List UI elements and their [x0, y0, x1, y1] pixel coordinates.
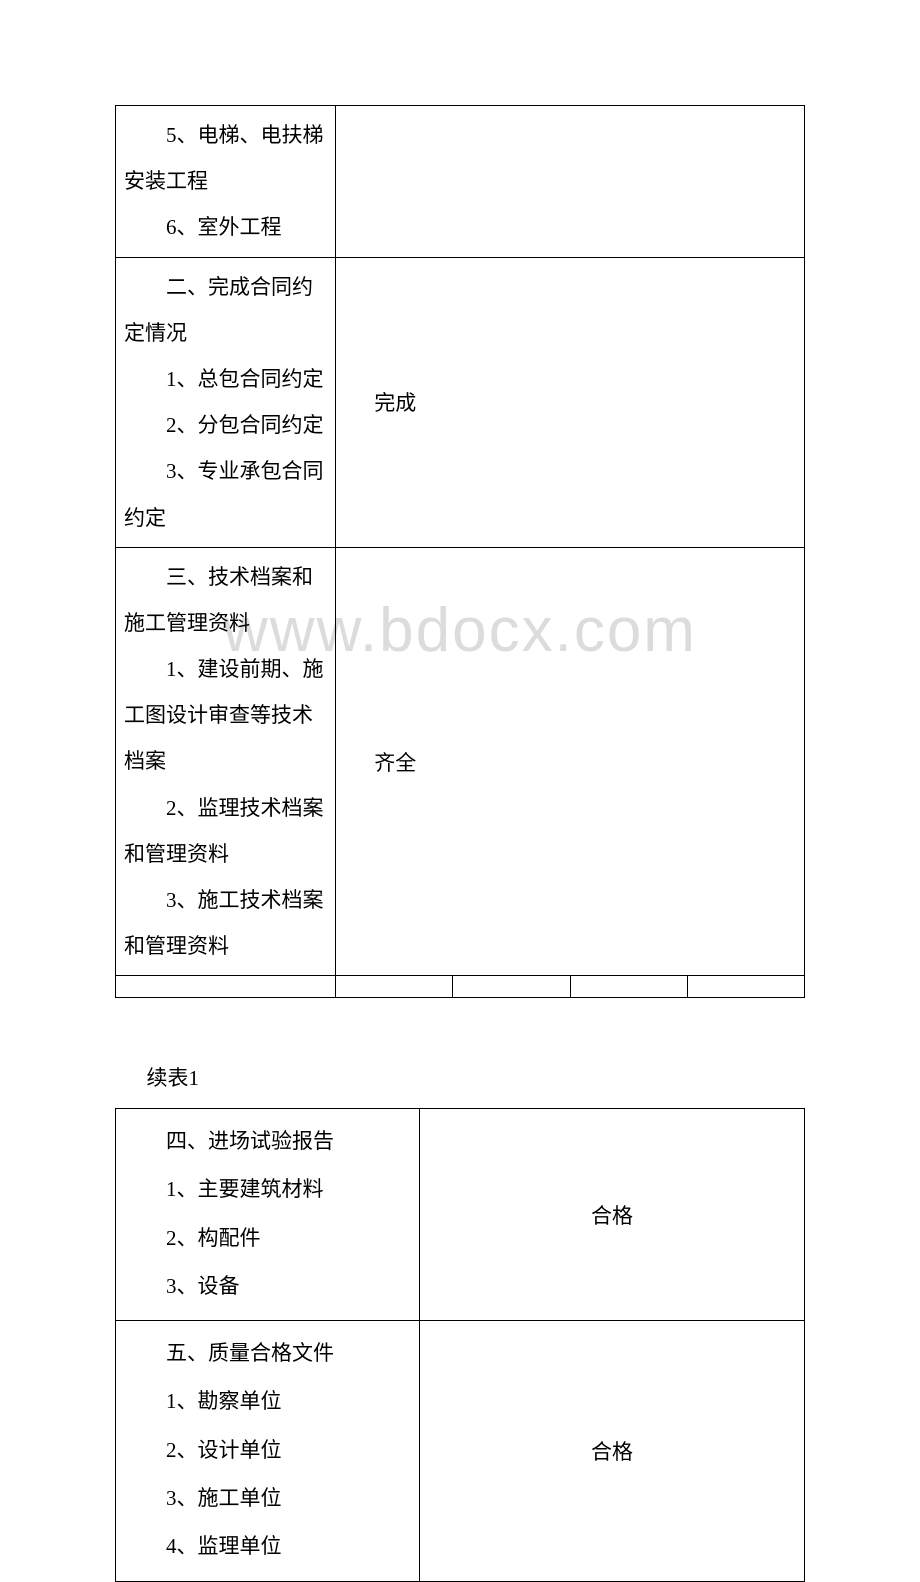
empty-cell: [687, 976, 804, 998]
item-text: 3、专业承包合同约定: [124, 448, 327, 540]
item-text: 1、勘察单位: [124, 1377, 411, 1425]
empty-cell: [570, 976, 687, 998]
item-text: 1、总包合同约定: [124, 356, 327, 402]
item-text: 5、电梯、电扶梯安装工程: [124, 112, 327, 204]
cell-section3-items: 三、技术档案和施工管理资料 1、建设前期、施工图设计审查等技术档案 2、监理技术…: [116, 547, 336, 976]
table2-caption: 续表1: [115, 1062, 805, 1096]
item-text: 1、建设前期、施工图设计审查等技术档案: [124, 646, 327, 785]
table-row: 二、完成合同约定情况 1、总包合同约定 2、分包合同约定 3、专业承包合同约定 …: [116, 257, 805, 547]
cell-status: 齐全: [336, 547, 805, 976]
cell-status: 合格: [419, 1108, 804, 1320]
empty-cell: [453, 976, 570, 998]
item-text: 6、室外工程: [124, 204, 327, 250]
cell-section5-items: 五、质量合格文件 1、勘察单位 2、设计单位 3、施工单位 4、监理单位: [116, 1321, 420, 1581]
table-row: 三、技术档案和施工管理资料 1、建设前期、施工图设计审查等技术档案 2、监理技术…: [116, 547, 805, 976]
table-row: 5、电梯、电扶梯安装工程 6、室外工程: [116, 106, 805, 258]
item-text: 3、施工单位: [124, 1474, 411, 1522]
table-row: 五、质量合格文件 1、勘察单位 2、设计单位 3、施工单位 4、监理单位 合格: [116, 1321, 805, 1581]
table-1: 5、电梯、电扶梯安装工程 6、室外工程 二、完成合同约定情况 1、总包合同约定 …: [115, 105, 805, 998]
item-text: 2、监理技术档案和管理资料: [124, 785, 327, 877]
cell-status: 完成: [336, 257, 805, 547]
item-text: 3、设备: [124, 1262, 411, 1310]
item-text: 2、构配件: [124, 1214, 411, 1262]
cell-section2-items: 二、完成合同约定情况 1、总包合同约定 2、分包合同约定 3、专业承包合同约定: [116, 257, 336, 547]
empty-cell: [116, 976, 336, 998]
item-text: 2、分包合同约定: [124, 402, 327, 448]
item-text: 二、完成合同约定情况: [124, 264, 327, 356]
item-text: 五、质量合格文件: [124, 1329, 411, 1377]
table-row-empty: [116, 976, 805, 998]
table-row: 四、进场试验报告 1、主要建筑材料 2、构配件 3、设备 合格: [116, 1108, 805, 1320]
item-text: 1、主要建筑材料: [124, 1165, 411, 1213]
cell-section4-items: 四、进场试验报告 1、主要建筑材料 2、构配件 3、设备: [116, 1108, 420, 1320]
empty-cell: [336, 976, 453, 998]
cell-status: 合格: [419, 1321, 804, 1581]
table-2: 四、进场试验报告 1、主要建筑材料 2、构配件 3、设备 合格 五、质量合格文件…: [115, 1108, 805, 1582]
cell-status: [336, 106, 805, 258]
item-text: 4、监理单位: [124, 1522, 411, 1570]
item-text: 三、技术档案和施工管理资料: [124, 554, 327, 646]
item-text: 四、进场试验报告: [124, 1117, 411, 1165]
item-text: 2、设计单位: [124, 1426, 411, 1474]
cell-section1-items: 5、电梯、电扶梯安装工程 6、室外工程: [116, 106, 336, 258]
item-text: 3、施工技术档案和管理资料: [124, 877, 327, 969]
